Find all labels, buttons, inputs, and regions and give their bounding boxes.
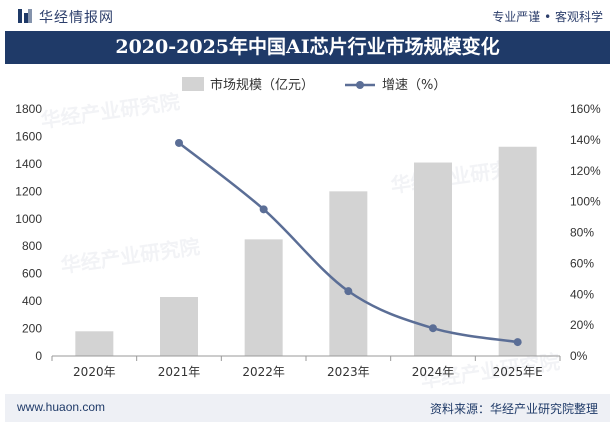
chart-title: 2020-2025年中国AI芯片行业市场规模变化 [115, 36, 500, 58]
x-tick-label: 2022年 [242, 365, 285, 379]
slogan: 专业严谨 • 客观科学 [492, 10, 603, 24]
y-right-tick-label: 60% [570, 256, 594, 270]
y-right-tick-label: 100% [570, 195, 601, 209]
y-left-tick-label: 1600 [15, 129, 42, 143]
bar-2022年 [244, 239, 283, 356]
y-left-tick-label: 600 [22, 267, 42, 281]
data-source: 资料来源：华经产业研究院整理 [429, 402, 598, 416]
header: 华经情报网 专业严谨 • 客观科学 [0, 0, 615, 30]
y-right-tick-label: 40% [570, 287, 594, 301]
y-left-tick-label: 1000 [15, 212, 42, 226]
bar-2023年 [329, 191, 368, 356]
x-tick-label: 2024年 [412, 365, 455, 379]
y-left-tick-label: 1200 [15, 184, 42, 198]
y-left-tick-label: 200 [22, 322, 42, 336]
x-tick-label: 2023年 [327, 365, 370, 379]
legend-bar-label: 市场规模（亿元） [210, 77, 314, 93]
bar-2025年E [498, 146, 537, 356]
growth-rate-point [429, 324, 437, 333]
y-left-tick-label: 0 [35, 349, 42, 363]
y-right-tick-label: 80% [570, 226, 594, 240]
y-right-tick-label: 120% [570, 164, 601, 178]
legend-bar-swatch [182, 77, 204, 91]
y-right-tick-label: 160% [570, 102, 601, 116]
y-right-tick-label: 20% [570, 318, 594, 332]
y-left-tick-label: 800 [22, 239, 42, 253]
y-left-tick-label: 1800 [15, 102, 42, 116]
legend-line-marker [356, 81, 364, 89]
footer-url[interactable]: www.huaon.com [17, 400, 106, 414]
growth-rate-point [175, 138, 183, 147]
x-tick-label: 2025年E [493, 365, 543, 379]
bar-2021年 [160, 296, 198, 356]
x-tick-label: 2021年 [158, 365, 201, 379]
brand-logo-icon [18, 9, 32, 23]
y-left-tick-label: 1400 [15, 157, 42, 171]
growth-rate-point [259, 205, 268, 214]
brand-name: 华经情报网 [39, 10, 114, 26]
growth-rate-point [513, 338, 522, 347]
growth-rate-point [344, 287, 353, 296]
y-right-tick-label: 140% [570, 133, 601, 147]
bar-2020年 [75, 331, 114, 356]
chart-area: 0 200 400 600 800 1000 1200 1400 1600 1800 0% 20% 40… [15, 77, 601, 379]
x-tick-label: 2020年 [73, 365, 116, 379]
legend-line-label: 增速（%） [382, 78, 446, 93]
footer: www.huaon.com 资料来源：华经产业研究院整理 [5, 394, 610, 422]
title-bar: 2020-2025年中国AI芯片行业市场规模变化 [5, 31, 610, 64]
y-right-tick-label: 0% [570, 349, 588, 363]
y-left-tick-label: 400 [22, 294, 42, 308]
